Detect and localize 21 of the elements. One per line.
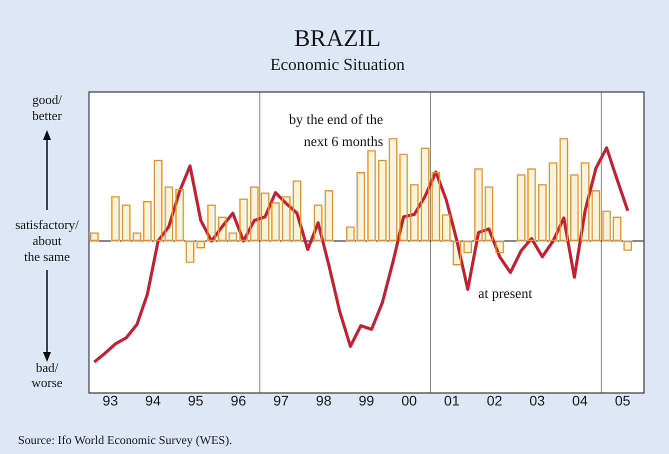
chart-subtitle: Economic Situation [270,55,406,74]
text: satisfactory/ about the same [15,217,80,264]
x-tick-label: 94 [145,392,161,408]
x-tick-label: 99 [358,392,374,408]
series-label: at present [478,287,532,302]
x-tick-label: 04 [572,392,588,408]
x-tick-label: 02 [486,392,502,408]
x-tick-label: 96 [230,392,246,408]
text: good/ better [32,92,62,123]
series-label: by the end of the next 6 months [289,113,384,150]
x-tick-label: 95 [188,392,204,408]
x-tick-label: 97 [273,392,290,408]
text: bad/ worse [31,360,63,390]
x-tick-label: 03 [529,392,546,408]
x-tick-label: 01 [444,392,460,408]
x-tick-label: 93 [102,392,118,408]
chart-title: BRAZIL [294,26,381,52]
x-tick-label: 98 [316,392,332,408]
x-tick-label: 00 [401,392,418,408]
x-tick-label: 05 [614,392,631,408]
source-note: Source: Ifo World Economic Survey (WES). [18,433,232,447]
